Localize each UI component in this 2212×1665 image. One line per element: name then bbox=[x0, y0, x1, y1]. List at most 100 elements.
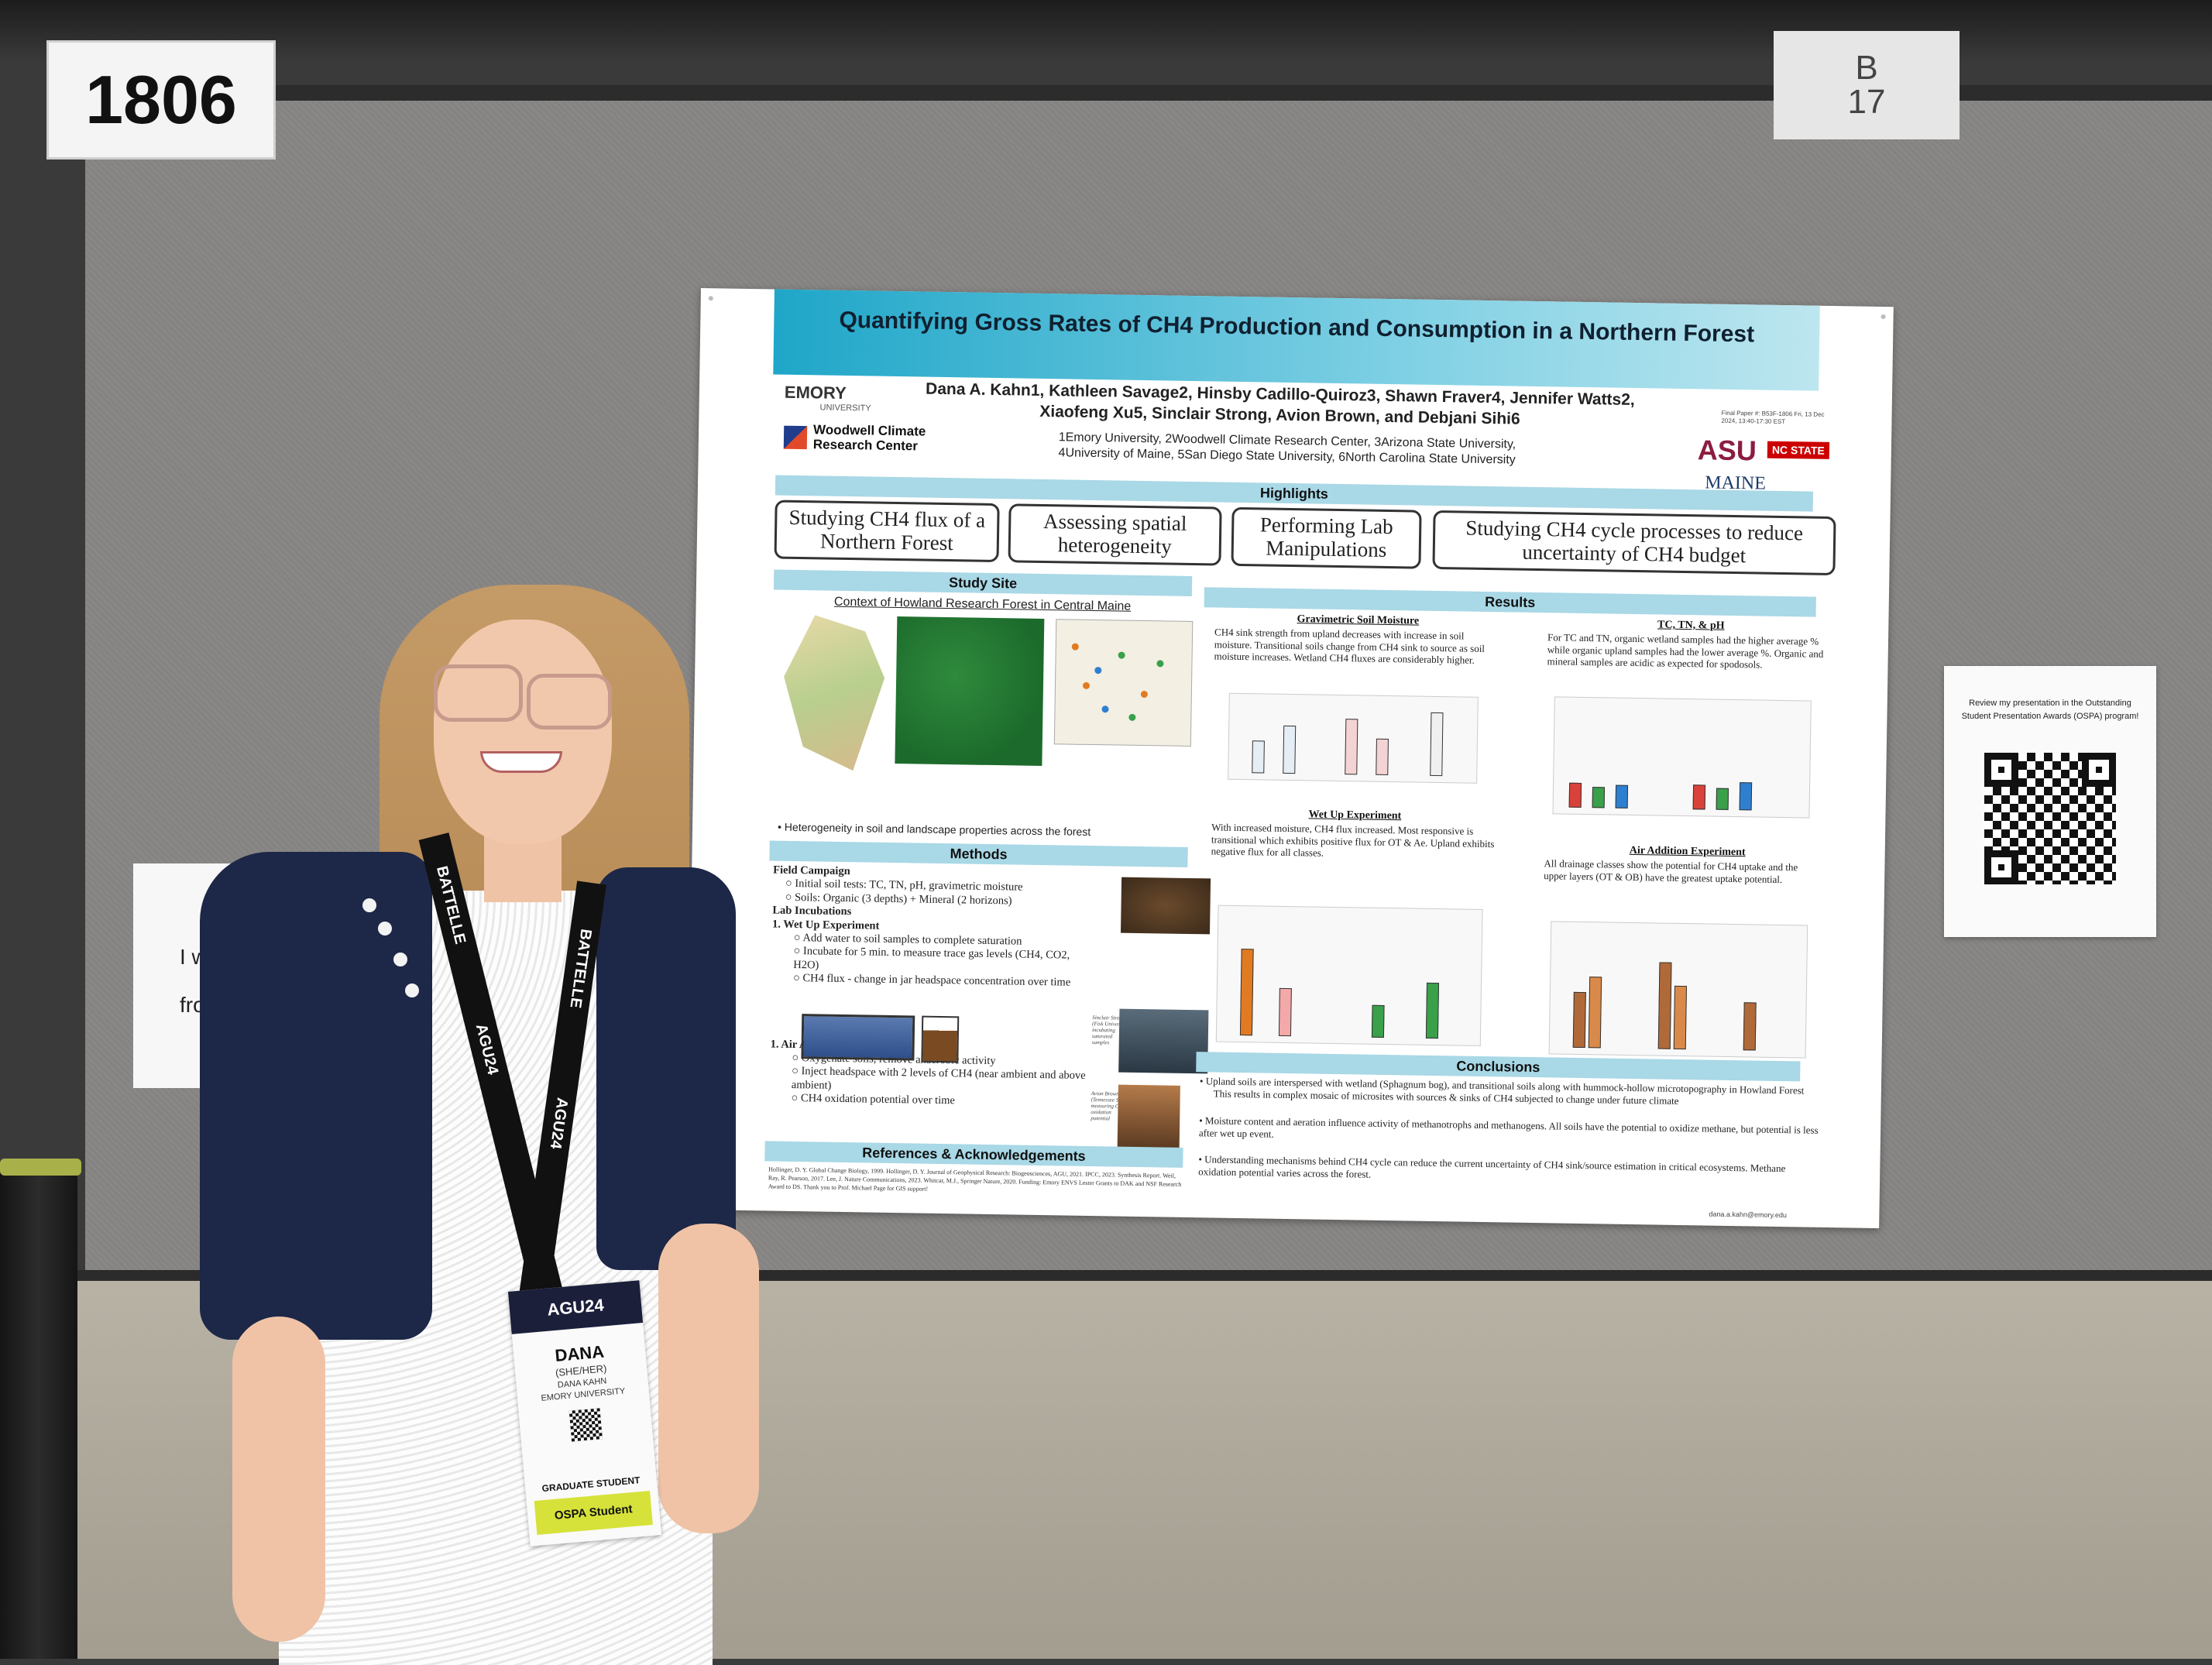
maine-state-map bbox=[782, 615, 885, 771]
plot-box bbox=[1283, 725, 1297, 774]
plot-box bbox=[1252, 740, 1265, 774]
glasses-left-lens bbox=[434, 664, 523, 722]
plot-box bbox=[1345, 719, 1358, 775]
cardigan-button bbox=[378, 922, 392, 935]
plot-box bbox=[1673, 985, 1688, 1050]
conclusion-item: • Understanding mechanisms behind CH4 cy… bbox=[1198, 1153, 1786, 1180]
cardigan-button bbox=[405, 984, 419, 997]
presenter-smile bbox=[480, 751, 562, 773]
woodwell-logo-icon bbox=[783, 425, 808, 450]
plot-box bbox=[1278, 987, 1292, 1037]
presenter-neck bbox=[484, 832, 562, 902]
glasses-right-lens bbox=[527, 674, 612, 730]
tc-tn-ph-plots bbox=[1552, 696, 1812, 819]
results-paragraph: CH4 sink strength from upland decreases … bbox=[1214, 626, 1486, 666]
lab-incubation-photo bbox=[1118, 1008, 1209, 1074]
soil-sample-photo bbox=[1120, 877, 1211, 935]
qr-code[interactable] bbox=[1984, 753, 2116, 884]
plot-box bbox=[1739, 782, 1753, 811]
plot-box bbox=[1239, 949, 1254, 1036]
name-badge: AGU24 DANA (SHE/HER) DANA KAHN EMORY UNI… bbox=[507, 1280, 662, 1547]
map-point bbox=[1082, 681, 1091, 689]
wet-up-plot bbox=[1215, 905, 1483, 1046]
plot-box bbox=[1376, 738, 1389, 776]
results-paragraph: All drainage classes show the potential … bbox=[1544, 857, 1798, 885]
poster-affiliations: 1Emory University, 2Woodwell Climate Res… bbox=[977, 429, 1598, 470]
map-point bbox=[1128, 713, 1136, 721]
forest-land-cover-map bbox=[895, 616, 1045, 766]
presenter-arm bbox=[232, 1317, 325, 1642]
results-subheading: Air Addition Experiment bbox=[1629, 844, 1746, 859]
asu-logo: ASU bbox=[1697, 434, 1757, 467]
plot-box bbox=[1572, 991, 1586, 1049]
map-point bbox=[1071, 643, 1079, 651]
author-email: dana.a.kahn@emory.edu bbox=[1709, 1210, 1787, 1220]
poster-title: Quantifying Gross Rates of CH4 Productio… bbox=[839, 307, 1755, 348]
study-site-heading: Study Site bbox=[773, 569, 1193, 597]
map-point bbox=[1140, 690, 1148, 699]
map-point bbox=[1094, 667, 1102, 675]
plot-box bbox=[1657, 962, 1672, 1049]
pillar-sign: B 17 bbox=[1774, 31, 1960, 139]
cardigan-button bbox=[362, 898, 376, 912]
pushpin bbox=[1881, 314, 1886, 320]
ospa-card: Review my presentation in the Outstandin… bbox=[1944, 666, 2156, 937]
badge-ospa-label: OSPA Student bbox=[534, 1491, 653, 1535]
final-paper-note: Final Paper #: B53F-1806 Fri, 13 Dec 202… bbox=[1721, 409, 1825, 426]
drainage-class-map bbox=[1053, 619, 1194, 747]
plot-box bbox=[1430, 712, 1444, 777]
plot-box bbox=[1743, 1002, 1757, 1051]
highlight-box: Performing Lab Manipulations bbox=[1231, 506, 1422, 569]
map-point bbox=[1118, 651, 1125, 659]
results-paragraph: For TC and TN, organic wetland samples h… bbox=[1547, 631, 1824, 671]
lanyard-text: AGU24 bbox=[472, 1021, 502, 1076]
plot-box bbox=[1588, 977, 1602, 1049]
study-site-bullet: • Heterogeneity in soil and landscape pr… bbox=[777, 820, 1091, 838]
results-subheading: TC, TN, & pH bbox=[1657, 619, 1725, 632]
ncstate-logo: NC STATE bbox=[1767, 441, 1829, 459]
booth-number-sign: 1806 bbox=[46, 40, 276, 160]
presenter-cardigan-right bbox=[596, 867, 736, 1270]
map-point bbox=[1101, 705, 1109, 713]
lanyard-text: AGU24 bbox=[546, 1096, 571, 1150]
results-heading: Results bbox=[1204, 587, 1816, 617]
results-paragraph: With increased moisture, CH4 flux increa… bbox=[1211, 821, 1495, 859]
badge-qr-icon bbox=[568, 1408, 603, 1442]
poster-tube bbox=[0, 1162, 77, 1659]
qr-eye bbox=[1984, 753, 2018, 787]
results-subheading: Gravimetric Soil Moisture bbox=[1297, 613, 1420, 627]
emory-logo-sub: UNIVERSITY bbox=[819, 403, 871, 414]
methods-text: Field Campaign ○ Initial soil tests: TC,… bbox=[769, 864, 1098, 1111]
map-point bbox=[1156, 660, 1164, 668]
qr-eye bbox=[1984, 850, 2018, 884]
plot-box bbox=[1371, 1004, 1385, 1038]
poster-tube-cap bbox=[0, 1159, 81, 1176]
cardigan-button bbox=[393, 953, 407, 966]
highlight-box: Studying CH4 flux of a Northern Forest bbox=[774, 499, 1000, 563]
plot-box bbox=[1692, 784, 1706, 810]
ospa-card-text: Review my presentation in the Outstandin… bbox=[1961, 699, 2139, 721]
references-text: Hollinger, D. Y. Global Change Biology, … bbox=[768, 1166, 1182, 1193]
soil-jar-illustration bbox=[921, 1015, 960, 1063]
gas-analyzer-illustration bbox=[801, 1014, 915, 1061]
research-poster: Quantifying Gross Rates of CH4 Productio… bbox=[686, 288, 1894, 1229]
woodwell-logo: Woodwell Climate Research Center bbox=[812, 422, 926, 454]
plot-box bbox=[1568, 782, 1582, 808]
pushpin bbox=[708, 296, 713, 301]
moisture-flux-plot bbox=[1228, 692, 1479, 784]
highlight-box: Studying CH4 cycle processes to reduce u… bbox=[1432, 510, 1836, 576]
conclusions-text: • Upland soils are interspersed with wet… bbox=[1198, 1075, 1819, 1188]
presenter-face bbox=[434, 620, 612, 844]
map-title: Context of Howland Research Forest in Ce… bbox=[833, 595, 1132, 613]
results-subheading: Wet Up Experiment bbox=[1308, 808, 1402, 822]
plot-box bbox=[1425, 982, 1440, 1039]
qr-eye bbox=[2082, 753, 2116, 787]
plot-box bbox=[1592, 787, 1606, 808]
oxidation-measurement-photo bbox=[1117, 1084, 1180, 1149]
methods-heading: Methods bbox=[769, 840, 1188, 867]
poster-header: Quantifying Gross Rates of CH4 Productio… bbox=[773, 289, 1820, 391]
presenter-cardigan-left bbox=[200, 852, 432, 1340]
pillar-sign-letter: B bbox=[1855, 49, 1878, 87]
emory-logo: EMORY bbox=[784, 382, 847, 403]
highlight-box: Assessing spatial heterogeneity bbox=[1008, 503, 1222, 566]
